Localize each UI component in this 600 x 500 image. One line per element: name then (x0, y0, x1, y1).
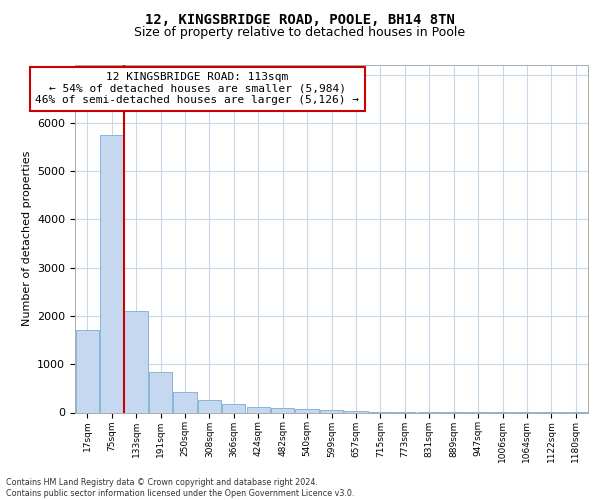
Text: Contains HM Land Registry data © Crown copyright and database right 2024.
Contai: Contains HM Land Registry data © Crown c… (6, 478, 355, 498)
Bar (295, 410, 319, 412)
Text: 12 KINGSBRIDGE ROAD: 113sqm
← 54% of detached houses are smaller (5,984)
46% of : 12 KINGSBRIDGE ROAD: 113sqm ← 54% of det… (35, 72, 359, 106)
Bar (344, 411, 368, 412)
Bar (271, 408, 294, 412)
Bar (149, 372, 172, 412)
Bar (222, 404, 245, 412)
Y-axis label: Number of detached properties: Number of detached properties (22, 151, 32, 326)
Bar (320, 410, 343, 412)
Text: 12, KINGSBRIDGE ROAD, POOLE, BH14 8TN: 12, KINGSBRIDGE ROAD, POOLE, BH14 8TN (145, 12, 455, 26)
Bar (247, 406, 270, 412)
Bar (76, 330, 99, 412)
Bar (173, 392, 197, 412)
Text: Size of property relative to detached houses in Poole: Size of property relative to detached ho… (134, 26, 466, 39)
Bar (100, 135, 123, 412)
Bar (198, 400, 221, 412)
Bar (124, 311, 148, 412)
